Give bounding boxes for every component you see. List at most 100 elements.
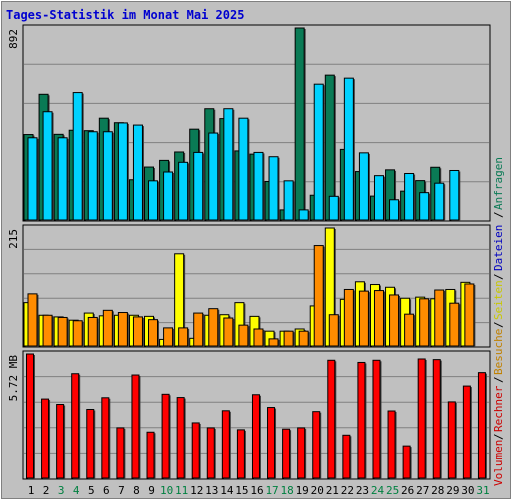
day-label-23: 23: [356, 484, 369, 497]
bar-rechner-8: [132, 316, 143, 347]
bar-dateien-23: [358, 152, 369, 221]
bar-volumen-2: [41, 398, 50, 479]
day-label-28: 28: [431, 484, 444, 497]
day-label-26: 26: [401, 484, 414, 497]
bar-dateien-1: [27, 137, 38, 221]
day-label-11: 11: [175, 484, 188, 497]
day-label-25: 25: [386, 484, 399, 497]
bar-dateien-10: [163, 171, 174, 221]
bar-rechner-10: [163, 327, 174, 347]
day-label-19: 19: [296, 484, 309, 497]
chart-title: Tages-Statistik im Monat Mai 2025: [6, 8, 245, 22]
bar-rechner-22: [343, 288, 354, 347]
label-sep-5: /: [492, 433, 505, 440]
day-label-24: 24: [371, 484, 385, 497]
bar-dateien-25: [389, 199, 400, 221]
bar-volumen-8: [131, 374, 140, 479]
bar-volumen-6: [101, 397, 110, 479]
bar-volumen-5: [86, 408, 95, 479]
bar-volumen-7: [116, 427, 125, 479]
bar-dateien-29: [449, 169, 460, 221]
bar-rechner-13: [208, 308, 219, 347]
bar-rechner-1: [27, 293, 38, 347]
bar-dateien-8: [132, 124, 143, 221]
bar-volumen-1: [26, 353, 34, 479]
day-label-1: 1: [28, 484, 35, 497]
bar-dateien-14: [223, 108, 234, 221]
day-label-30: 30: [461, 484, 474, 497]
day-label-20: 20: [311, 484, 324, 497]
y-max-label: 5.72 MB: [7, 355, 20, 402]
bar-volumen-20: [312, 411, 321, 479]
bar-rechner-24: [373, 290, 384, 347]
bar-volumen-30: [462, 385, 471, 479]
bar-volumen-31: [477, 372, 486, 479]
day-label-15: 15: [235, 484, 248, 497]
bar-volumen-10: [161, 393, 170, 479]
label-dateien: Dateien: [492, 225, 505, 271]
bar-dateien-28: [434, 182, 445, 221]
day-label-16: 16: [250, 484, 263, 497]
label-rechner: Rechner: [492, 385, 505, 432]
day-label-2: 2: [43, 484, 50, 497]
bar-rechner-26: [404, 313, 415, 347]
bar-dateien-26: [404, 173, 415, 221]
label-seiten: Seiten: [492, 280, 505, 320]
bar-volumen-23: [357, 361, 366, 479]
bar-dateien-5: [87, 131, 98, 221]
bar-rechner-16: [253, 328, 264, 347]
bar-volumen-28: [432, 359, 441, 479]
bar-dateien-22: [343, 77, 354, 221]
day-label-8: 8: [133, 484, 140, 497]
bar-rechner-28: [434, 289, 445, 347]
bar-volumen-21: [327, 359, 336, 479]
bar-volumen-13: [206, 427, 215, 479]
day-label-5: 5: [88, 484, 95, 497]
bar-volumen-17: [267, 407, 276, 479]
bar-volumen-3: [56, 404, 65, 479]
bar-dateien-16: [253, 151, 264, 221]
day-label-22: 22: [341, 484, 354, 497]
bar-volumen-9: [146, 431, 155, 479]
bar-anfragen-19: [294, 27, 305, 221]
day-label-14: 14: [220, 484, 234, 497]
day-label-31: 31: [476, 484, 489, 497]
day-label-21: 21: [326, 484, 339, 497]
bar-rechner-3: [57, 316, 68, 347]
bar-dateien-18: [283, 180, 294, 221]
label-sep-3: /: [492, 321, 505, 328]
day-label-29: 29: [446, 484, 459, 497]
bar-volumen-16: [251, 394, 260, 479]
bar-rechner-12: [193, 312, 204, 347]
bar-rechner-20: [313, 245, 324, 347]
bar-volumen-4: [71, 373, 80, 479]
day-label-13: 13: [205, 484, 218, 497]
day-label-27: 27: [416, 484, 429, 497]
day-label-10: 10: [160, 484, 173, 497]
bar-dateien-13: [208, 132, 219, 221]
bar-dateien-20: [313, 83, 324, 221]
label-anfragen: Anfragen: [492, 157, 505, 210]
bar-rechner-25: [389, 294, 400, 347]
bar-volumen-15: [236, 429, 245, 479]
bar-volumen-24: [372, 359, 381, 479]
bar-rechner-23: [358, 290, 369, 347]
bar-rechner-27: [419, 298, 430, 347]
bar-rechner-7: [117, 312, 128, 347]
bar-rechner-11: [178, 327, 189, 347]
bar-rechner-2: [42, 314, 53, 347]
bar-rechner-9: [148, 319, 159, 347]
bar-rechner-21: [328, 314, 339, 347]
bar-dateien-9: [148, 180, 159, 221]
bar-volumen-27: [417, 358, 426, 479]
label-besuche: Besuche: [492, 329, 505, 375]
bar-dateien-27: [419, 192, 430, 221]
bar-rechner-4: [72, 320, 83, 347]
bar-volumen-26: [402, 445, 411, 479]
bar-volumen-29: [447, 401, 456, 479]
bar-volumen-18: [282, 428, 291, 479]
bar-rechner-14: [223, 317, 234, 347]
